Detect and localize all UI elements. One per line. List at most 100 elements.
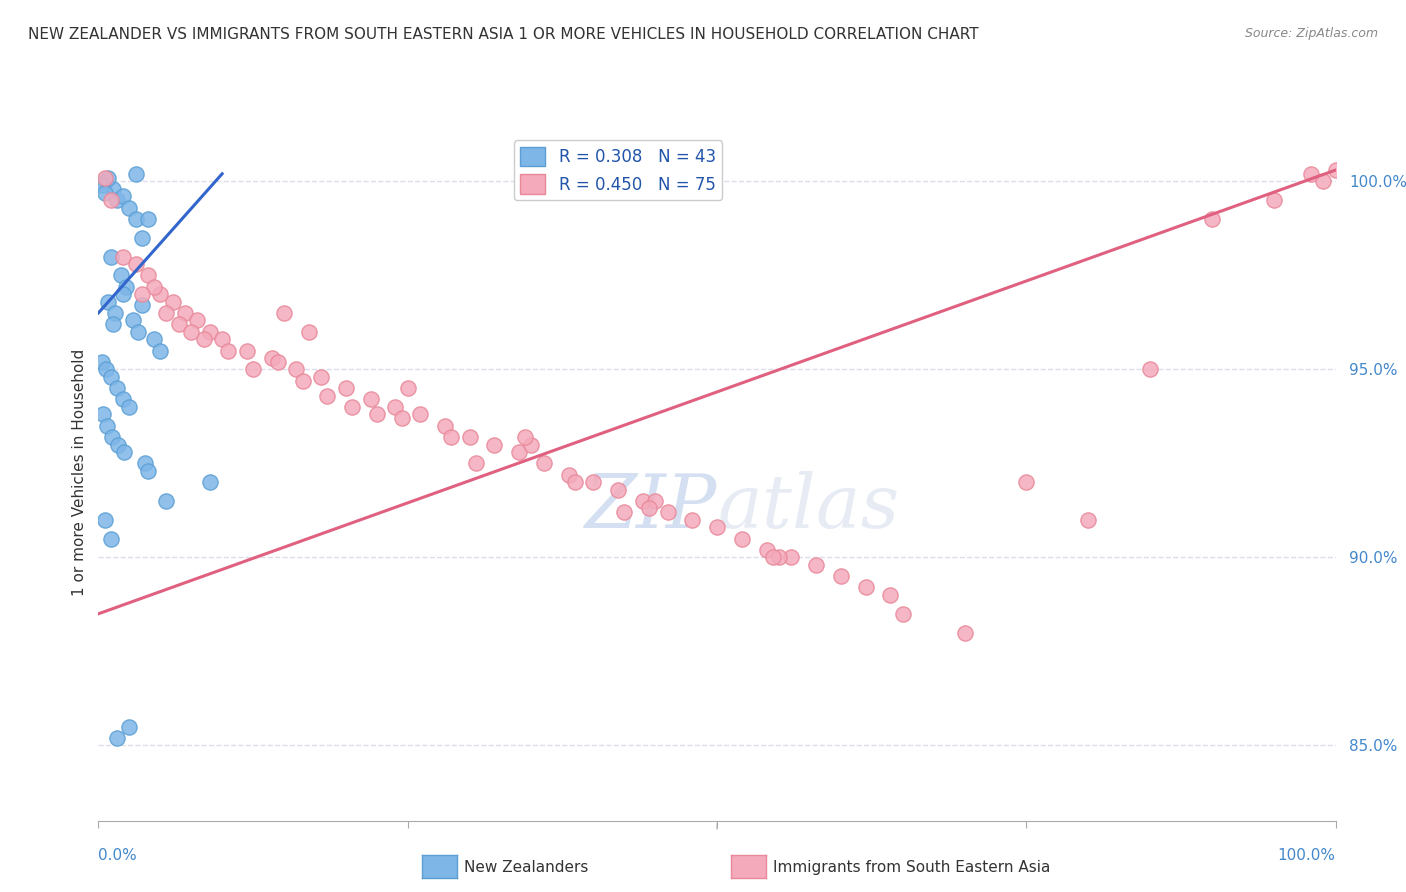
Text: Immigrants from South Eastern Asia: Immigrants from South Eastern Asia <box>773 860 1050 874</box>
Point <box>167 317 190 331</box>
Point <box>105 193 128 207</box>
Point <box>1139 362 1161 376</box>
Point <box>143 332 166 346</box>
Text: ZIP: ZIP <box>585 471 717 544</box>
Point <box>100 193 122 207</box>
Point <box>134 456 156 470</box>
Text: New Zealanders: New Zealanders <box>464 860 588 874</box>
Point <box>93 186 115 200</box>
Point <box>103 306 125 320</box>
Y-axis label: 1 or more Vehicles in Household: 1 or more Vehicles in Household <box>72 349 87 597</box>
Point <box>298 325 321 339</box>
Text: Source: ZipAtlas.com: Source: ZipAtlas.com <box>1244 27 1378 40</box>
Text: NEW ZEALANDER VS IMMIGRANTS FROM SOUTH EASTERN ASIA 1 OR MORE VEHICLES IN HOUSEH: NEW ZEALANDER VS IMMIGRANTS FROM SOUTH E… <box>28 27 979 42</box>
Point <box>484 437 506 451</box>
Point <box>136 211 159 226</box>
Point <box>657 505 679 519</box>
Point <box>105 381 128 395</box>
Point <box>855 581 877 595</box>
Point <box>100 250 122 264</box>
Point <box>198 325 221 339</box>
Point <box>112 392 135 407</box>
Point <box>768 550 790 565</box>
Point <box>582 475 605 490</box>
Point <box>644 494 666 508</box>
Point <box>136 464 159 478</box>
Point <box>149 343 172 358</box>
Point <box>174 306 197 320</box>
Point <box>309 369 332 384</box>
Point <box>155 494 177 508</box>
Point <box>520 437 543 451</box>
Point <box>112 189 135 203</box>
Point <box>131 287 153 301</box>
Point <box>242 362 264 376</box>
Point <box>93 170 115 185</box>
Point <box>143 279 166 293</box>
Point <box>1015 475 1038 490</box>
Point <box>186 313 208 327</box>
Point <box>830 569 852 583</box>
Point <box>391 411 413 425</box>
Point <box>217 343 239 358</box>
Point <box>607 483 630 497</box>
Point <box>118 400 141 414</box>
Point <box>273 306 295 320</box>
Point <box>100 532 122 546</box>
Point <box>124 167 146 181</box>
Point <box>638 501 661 516</box>
Point <box>97 294 120 309</box>
Point <box>804 558 827 572</box>
Point <box>780 550 803 565</box>
Point <box>409 408 432 422</box>
Point <box>131 298 153 312</box>
Point <box>953 625 976 640</box>
Point <box>124 257 146 271</box>
Point <box>122 313 145 327</box>
Point <box>118 201 141 215</box>
Point <box>396 381 419 395</box>
Point <box>762 550 785 565</box>
Point <box>879 588 901 602</box>
Point <box>464 456 486 470</box>
Point <box>198 475 221 490</box>
Point <box>180 325 202 339</box>
Point <box>103 182 125 196</box>
Point <box>91 178 114 192</box>
Point <box>366 408 388 422</box>
Point <box>131 230 153 244</box>
Point <box>291 374 314 388</box>
Point <box>149 287 172 301</box>
Point <box>1324 163 1347 178</box>
Point <box>236 343 259 358</box>
Point <box>384 400 406 414</box>
Text: 0.0%: 0.0% <box>98 848 138 863</box>
Point <box>112 445 135 459</box>
Point <box>193 332 215 346</box>
Point <box>433 418 456 433</box>
Point <box>1263 193 1285 207</box>
Point <box>1077 513 1099 527</box>
Point <box>564 475 586 490</box>
Point <box>458 430 481 444</box>
Point <box>103 317 125 331</box>
Point <box>94 362 117 376</box>
Point <box>613 505 636 519</box>
Point <box>515 430 537 444</box>
Point <box>316 389 339 403</box>
Text: atlas: atlas <box>717 471 900 544</box>
Point <box>100 369 122 384</box>
Point <box>91 355 114 369</box>
Point <box>1299 167 1322 181</box>
Point <box>118 720 141 734</box>
Point <box>360 392 382 407</box>
Point <box>285 362 308 376</box>
Point <box>335 381 357 395</box>
Point <box>631 494 654 508</box>
Point <box>112 250 135 264</box>
Point <box>891 607 914 621</box>
Text: 100.0%: 100.0% <box>1278 848 1336 863</box>
Point <box>114 279 136 293</box>
Point <box>93 174 115 188</box>
Legend: R = 0.308   N = 43, R = 0.450   N = 75: R = 0.308 N = 43, R = 0.450 N = 75 <box>513 140 723 201</box>
